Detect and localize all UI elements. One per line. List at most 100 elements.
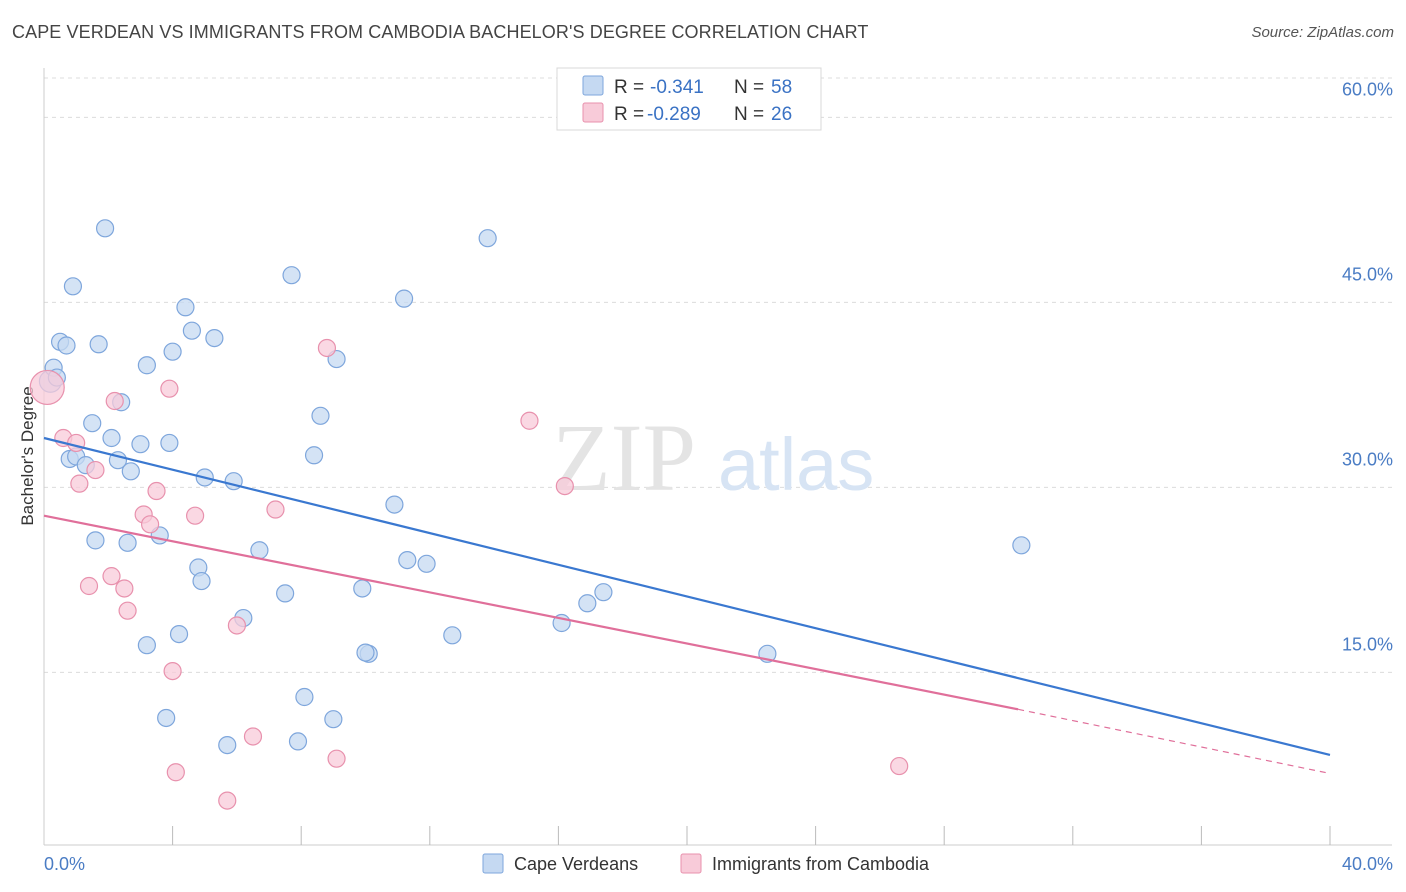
watermark: ZIP atlas bbox=[552, 404, 874, 511]
cape-verdean-point bbox=[1012, 536, 1031, 555]
cape-verdean-point bbox=[594, 583, 613, 602]
y-tick-labels: 15.0% 30.0% 45.0% 60.0% bbox=[1342, 79, 1393, 654]
cambodia-point bbox=[105, 391, 124, 411]
y-tick-label: 60.0% bbox=[1342, 79, 1393, 99]
cambodia-point bbox=[29, 369, 65, 406]
legend-swatch-blue bbox=[582, 75, 604, 96]
cambodia-point bbox=[140, 515, 160, 534]
grid-layer bbox=[44, 77, 1392, 673]
cambodia-point bbox=[327, 749, 346, 768]
cambodia-point bbox=[520, 411, 539, 430]
cape-verdean-point bbox=[276, 584, 295, 603]
cambodia-point bbox=[186, 506, 205, 525]
axis-layer bbox=[43, 68, 1392, 846]
legend-n-value-blue: 58 bbox=[771, 77, 792, 98]
bottom-legend-swatch-pink bbox=[680, 853, 702, 874]
legend-r-value-blue: -0.341 bbox=[650, 77, 704, 98]
cape-verdean-point bbox=[121, 462, 140, 481]
cape-verdean-point bbox=[394, 289, 414, 308]
cape-verdean-point bbox=[282, 266, 301, 285]
y-tick-label: 15.0% bbox=[1342, 634, 1393, 654]
x-ticks bbox=[172, 826, 1331, 845]
cape-verdean-point bbox=[304, 446, 324, 465]
cape-verdean-point bbox=[131, 435, 150, 454]
legend-bottom: Cape Verdeans Immigrants from Cambodia bbox=[482, 853, 930, 874]
cape-verdean-point bbox=[176, 298, 195, 317]
points-layer bbox=[29, 219, 1031, 810]
x-tick-label-max: 40.0% bbox=[1342, 854, 1393, 874]
cape-verdean-point bbox=[443, 626, 462, 645]
trend-layer bbox=[43, 436, 1331, 775]
cape-verdean-point bbox=[160, 433, 179, 453]
legend-n-label-pink: N = bbox=[734, 104, 764, 125]
cape-verdean-point bbox=[250, 541, 269, 560]
cape-verdean-point bbox=[417, 554, 436, 573]
x-tick-label-min: 0.0% bbox=[44, 854, 85, 874]
legend-r-label-pink: R = bbox=[614, 104, 644, 125]
cape-verdean-point bbox=[63, 277, 83, 296]
cambodia-point bbox=[86, 460, 105, 480]
cambodia-point bbox=[555, 477, 574, 496]
cambodia-point bbox=[102, 567, 121, 586]
cambodia-point bbox=[118, 601, 137, 620]
bottom-legend-swatch-blue bbox=[482, 853, 504, 874]
bottom-legend-label-blue: Cape Verdeans bbox=[514, 854, 638, 874]
y-tick-label: 45.0% bbox=[1342, 264, 1393, 284]
cambodia-point bbox=[317, 338, 337, 358]
legend-n-label-blue: N = bbox=[734, 77, 764, 98]
cape-verdean-point bbox=[118, 533, 137, 552]
cambodia-point bbox=[227, 616, 246, 635]
y-tick-label: 30.0% bbox=[1342, 449, 1393, 469]
cambodia-point bbox=[266, 500, 285, 519]
cape-verdean-point bbox=[478, 229, 497, 248]
legend-swatch-pink bbox=[582, 102, 604, 123]
chart-title: CAPE VERDEAN VS IMMIGRANTS FROM CAMBODIA… bbox=[12, 22, 869, 42]
cape-verdean-point bbox=[311, 406, 330, 425]
cape-verdean-point bbox=[157, 708, 176, 728]
cape-verdean-point bbox=[57, 336, 76, 355]
cambodia-trend-extension bbox=[1018, 708, 1331, 775]
cape-verdean-point bbox=[83, 414, 102, 433]
cambodia-point bbox=[67, 433, 86, 453]
cape-verdean-point bbox=[102, 428, 121, 448]
cape-verdean-point bbox=[218, 735, 237, 755]
cape-verdean-point bbox=[86, 531, 105, 550]
cape-verdean-point bbox=[89, 335, 108, 354]
cape-verdean-point bbox=[169, 624, 189, 644]
cape-verdean-point bbox=[356, 643, 375, 662]
cape-verdean-point bbox=[288, 732, 308, 751]
cambodia-point bbox=[115, 579, 134, 598]
cambodia-trend-line bbox=[43, 514, 1019, 711]
cambodia-point bbox=[166, 763, 185, 782]
cape-verdean-point bbox=[295, 687, 314, 707]
cape-verdean-point bbox=[182, 321, 201, 340]
y-axis-title: Bachelor's Degree bbox=[18, 386, 37, 525]
cambodia-point bbox=[79, 576, 99, 596]
legend-top: R = -0.341 N = 58 R = -0.289 N = 26 bbox=[556, 67, 822, 131]
chart-source: Source: ZipAtlas.com bbox=[1251, 24, 1394, 41]
cambodia-point bbox=[70, 474, 89, 493]
cape-verdean-point bbox=[353, 579, 372, 598]
legend-n-value-pink: 26 bbox=[771, 104, 792, 125]
cape-verdean-point bbox=[192, 571, 211, 591]
cape-verdean-trend-line bbox=[43, 436, 1331, 757]
watermark-atlas: atlas bbox=[718, 423, 874, 506]
cambodia-point bbox=[243, 727, 263, 746]
cape-verdean-point bbox=[398, 550, 417, 570]
cambodia-point bbox=[163, 661, 182, 681]
cambodia-point bbox=[890, 756, 909, 776]
watermark-zip: ZIP bbox=[552, 404, 696, 511]
bottom-legend-label-pink: Immigrants from Cambodia bbox=[712, 854, 930, 874]
legend-r-label-blue: R = bbox=[614, 77, 644, 98]
cape-verdean-point bbox=[137, 636, 156, 655]
cape-verdean-point bbox=[385, 495, 404, 514]
cape-verdean-point bbox=[324, 710, 343, 729]
cambodia-point bbox=[218, 791, 237, 810]
cape-verdean-point bbox=[95, 219, 115, 238]
cape-verdean-point bbox=[578, 594, 597, 613]
legend-r-value-pink: -0.289 bbox=[647, 104, 701, 125]
cape-verdean-point bbox=[163, 342, 182, 361]
cambodia-point bbox=[160, 379, 179, 398]
cape-verdean-point bbox=[137, 356, 156, 375]
